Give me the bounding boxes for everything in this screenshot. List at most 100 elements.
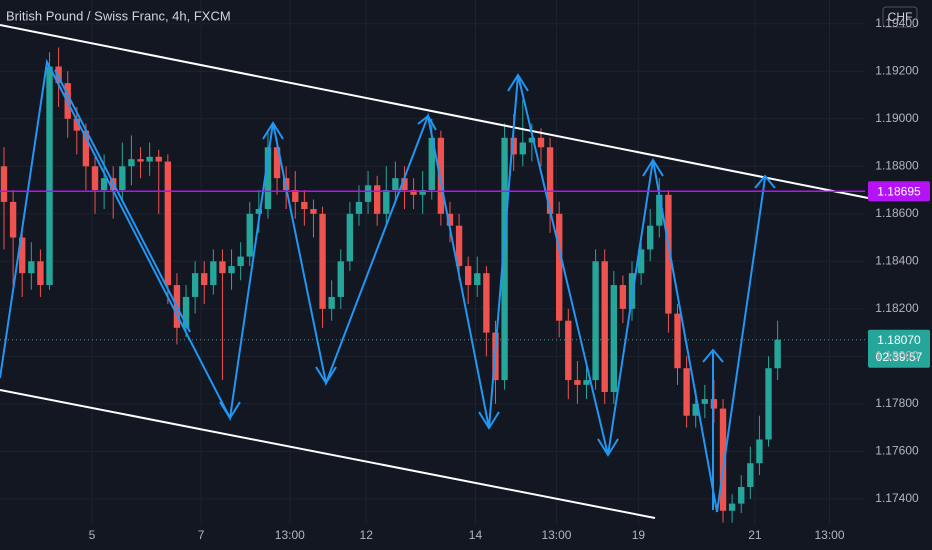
- candle-body: [219, 261, 226, 274]
- candle-body: [128, 159, 135, 167]
- candle-body: [392, 178, 399, 191]
- x-tick-label: 13:00: [541, 528, 571, 542]
- candle-body: [364, 185, 372, 202]
- arrow-head: [478, 411, 500, 430]
- y-tick-label: 1.19200: [875, 63, 919, 77]
- candle-body: [273, 147, 281, 179]
- candle-body: [0, 166, 8, 202]
- countdown-label: 02:39:57: [876, 350, 923, 364]
- x-tick-label: 13:00: [275, 528, 305, 542]
- candle-body: [537, 137, 545, 148]
- candle-body: [565, 320, 572, 381]
- candle-body: [401, 178, 408, 191]
- candle-body: [292, 190, 299, 202]
- candle-body: [100, 178, 108, 191]
- grid: [0, 0, 865, 525]
- candle-body: [610, 285, 617, 392]
- x-tick-label: 12: [360, 528, 374, 542]
- candle-body: [446, 213, 454, 226]
- candle-body: [619, 285, 627, 309]
- candle-body: [519, 142, 526, 155]
- zigzag: [0, 58, 766, 513]
- candle-body: [674, 313, 681, 369]
- candle-body: [510, 137, 517, 155]
- x-tick-label: 13:00: [814, 528, 844, 542]
- y-tick-label: 1.19000: [875, 111, 919, 125]
- candle-body: [765, 368, 772, 440]
- chart-title: British Pound / Swiss Franc, 4h, FXCM: [6, 8, 231, 23]
- candle-body: [637, 249, 645, 274]
- candle-body: [255, 209, 263, 214]
- candle-body: [647, 225, 654, 250]
- candle-body: [119, 166, 126, 191]
- candle-body: [337, 261, 344, 297]
- candle-body: [719, 408, 727, 511]
- candle-body: [91, 166, 99, 191]
- candle-body: [419, 190, 426, 195]
- y-tick-label: 1.19400: [875, 16, 919, 30]
- y-tick-label: 1.18800: [875, 158, 919, 172]
- y-tick-label: 1.17400: [875, 491, 919, 505]
- channel-top: [0, 24, 869, 199]
- candle-body: [383, 190, 390, 214]
- arrow-head: [507, 73, 529, 92]
- candle-body: [583, 380, 590, 385]
- candle-body: [182, 296, 190, 328]
- candle-body: [9, 201, 17, 238]
- candle-body: [601, 261, 608, 392]
- level-label: 1.18695: [877, 184, 921, 198]
- arrow-head: [417, 114, 437, 131]
- candle-body: [683, 368, 690, 416]
- zigzag-leg: [54, 69, 191, 333]
- candle-body: [774, 339, 781, 369]
- arrow-head: [754, 174, 776, 189]
- candle-body: [464, 266, 472, 286]
- candle-body: [665, 194, 672, 314]
- arrow-head: [702, 348, 724, 363]
- candle-body: [692, 403, 699, 416]
- y-tick-label: 1.18400: [875, 253, 919, 267]
- candle-body: [501, 137, 508, 381]
- candle-body: [73, 118, 81, 131]
- x-tick-label: 5: [89, 528, 96, 542]
- candle-body: [528, 137, 536, 143]
- candle-body: [82, 130, 90, 167]
- candle-body: [137, 159, 144, 162]
- currency-box: [882, 6, 918, 28]
- candle-body: [628, 273, 636, 309]
- y-tick-label: 1.18000: [875, 349, 919, 363]
- currency-label: CHF: [888, 10, 913, 24]
- candle-body: [656, 194, 663, 226]
- candle-body: [301, 201, 308, 210]
- candle-body: [756, 439, 763, 464]
- x-tick-label: 7: [198, 528, 205, 542]
- drawings: [0, 24, 869, 519]
- candle-body: [592, 261, 599, 381]
- candle-body: [546, 147, 554, 214]
- candle-body: [201, 273, 208, 286]
- candle-body: [747, 463, 754, 487]
- channel-bottom: [0, 389, 656, 519]
- arrow-head: [262, 121, 284, 140]
- y-tick-label: 1.18600: [875, 206, 919, 220]
- candle-body: [437, 137, 445, 214]
- arrow-head: [642, 158, 664, 177]
- candle-body: [246, 213, 253, 257]
- candle-body: [210, 261, 217, 286]
- candle-body: [264, 147, 272, 210]
- candle-body: [483, 273, 490, 333]
- last-price-label: 1.18070: [877, 333, 921, 347]
- candles: [0, 47, 781, 523]
- y-tick-label: 1.17800: [875, 396, 919, 410]
- candle-body: [428, 137, 435, 191]
- candle-body: [455, 225, 463, 267]
- candle-body: [319, 213, 326, 309]
- candle-body: [346, 213, 354, 262]
- candle-body: [146, 156, 153, 162]
- candle-body: [355, 201, 363, 214]
- candle-body: [164, 161, 172, 286]
- candle-body: [46, 66, 53, 286]
- candle-body: [410, 190, 417, 195]
